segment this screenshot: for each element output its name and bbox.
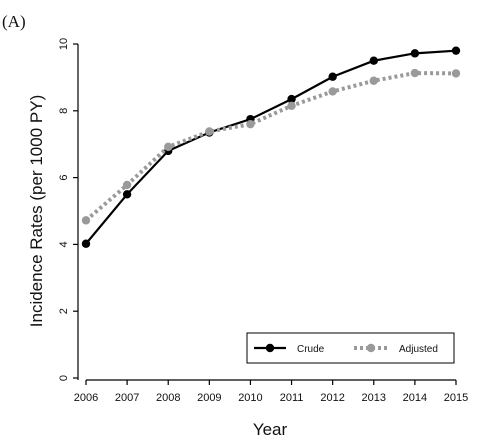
data-point-crude (81, 239, 91, 248)
x-tick-label: 2014 (403, 392, 427, 404)
x-tick-label: 2015 (444, 392, 468, 404)
x-tick-label: 2006 (74, 392, 98, 404)
legend-label-adjusted: Adjusted (399, 344, 438, 355)
x-tick-label: 2012 (320, 392, 344, 404)
data-point-adjusted (410, 68, 420, 78)
x-tick-label: 2013 (362, 392, 386, 404)
data-point-adjusted (328, 87, 337, 96)
y-tick-label: 2 (58, 308, 70, 314)
legend-label-crude: Crude (297, 344, 325, 355)
data-point-crude (369, 56, 378, 65)
y-tick-label: 4 (58, 241, 70, 247)
data-point-adjusted (164, 142, 173, 152)
legend-marker-crude (265, 343, 275, 353)
panel-label: (A) (2, 12, 26, 31)
data-point-adjusted (451, 69, 461, 78)
x-tick-label: 2010 (238, 392, 262, 404)
legend-marker-adjusted (366, 343, 376, 353)
series-line-crude (85, 49, 457, 245)
data-point-adjusted (246, 119, 255, 129)
data-point-adjusted (205, 127, 214, 136)
series-layer (81, 46, 461, 248)
data-point-adjusted (81, 216, 91, 225)
y-tick-label: 0 (58, 375, 70, 381)
x-tick-label: 2008 (156, 392, 180, 404)
data-point-crude (328, 72, 337, 81)
x-tick-label: 2009 (197, 392, 221, 404)
data-point-crude (287, 94, 296, 104)
y-tick-label: 8 (58, 108, 70, 114)
data-point-adjusted (287, 101, 296, 110)
data-point-crude (122, 190, 132, 199)
series-line-adjusted (84, 71, 457, 222)
x-axis: 2006 2007 2008 2009 2010 2011 2012 2013 2014 2015 (74, 379, 468, 404)
data-point-crude (410, 49, 420, 58)
x-tick-label: 2007 (115, 392, 139, 404)
y-axis: 0 2 4 6 8 10 (58, 38, 79, 381)
legend: Crude Adjusted (246, 332, 455, 364)
y-tick-label: 6 (58, 175, 70, 181)
y-axis-title: Incidence Rates (per 1000 PY) (27, 95, 46, 327)
x-axis-title: Year (253, 420, 288, 439)
y-tick-label: 10 (58, 38, 70, 50)
data-point-adjusted (122, 180, 132, 190)
data-point-adjusted (369, 76, 378, 85)
data-point-crude (451, 46, 461, 55)
x-tick-label: 2011 (280, 392, 304, 404)
